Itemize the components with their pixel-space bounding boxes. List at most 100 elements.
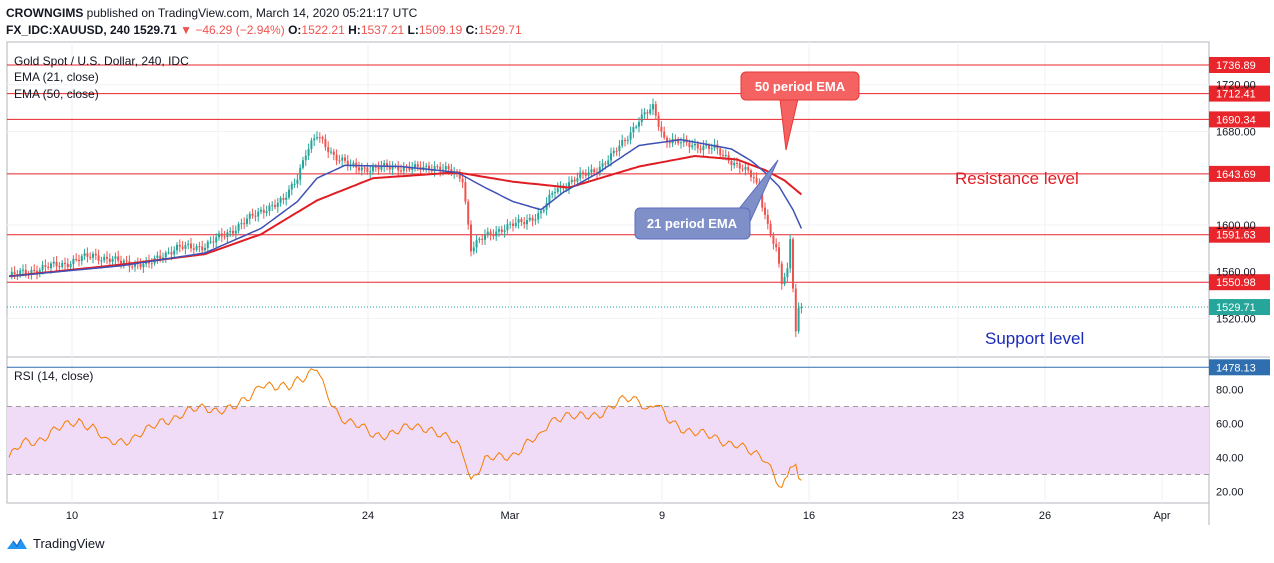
candle-body (484, 235, 486, 240)
candle-body (638, 121, 640, 127)
candle-body (229, 230, 232, 233)
candle-body (660, 126, 663, 132)
footer-brand: TradingView (33, 536, 105, 551)
candle-body (276, 202, 279, 208)
tradingview-footer[interactable]: TradingView (6, 536, 105, 551)
x-tick-label: Apr (1153, 510, 1170, 522)
candle-body (36, 270, 38, 274)
ema50-callout-box (740, 71, 860, 101)
candle-body (573, 179, 576, 182)
candle-body (509, 223, 512, 225)
candle-body (523, 222, 526, 225)
candle-body (582, 172, 584, 174)
candle-body (733, 162, 736, 166)
candle-body (41, 265, 44, 270)
tradingview-logo-icon (7, 538, 27, 549)
candle-body (215, 237, 218, 243)
candle-body (386, 163, 388, 167)
candle-body (310, 140, 313, 149)
candle-body (47, 266, 50, 269)
candle-body (797, 308, 800, 332)
candle-body (464, 182, 467, 202)
candle-body (103, 256, 106, 261)
candle-body (360, 167, 363, 171)
high-label: H: (348, 23, 361, 37)
candle-body (612, 150, 615, 154)
x-tick-label: 26 (1039, 510, 1051, 522)
level-label-box (1209, 165, 1270, 182)
candle-body (652, 104, 654, 110)
candle-body (414, 164, 416, 168)
candle-body (632, 127, 635, 133)
candle-body (489, 231, 492, 235)
candle-body (584, 173, 587, 176)
candle-body (92, 253, 94, 258)
level-label: 1643.69 (1216, 169, 1256, 181)
candle-body (568, 182, 570, 189)
high-value: 1537.21 (360, 23, 405, 37)
candle-body (209, 241, 212, 243)
ema50-callout-text: 50 period EMA (755, 79, 846, 94)
candle-body (212, 241, 215, 243)
candle-body (526, 220, 528, 225)
y-tick-label: 1680.00 (1216, 126, 1256, 138)
candle-body (299, 167, 302, 180)
candle-body (400, 170, 402, 172)
candle-body (232, 230, 234, 234)
candle-body (780, 263, 783, 285)
candle-body (514, 222, 517, 227)
candle-body (290, 183, 293, 190)
candle-body (58, 266, 61, 268)
close-value: 1529.71 (478, 23, 522, 37)
rsi-tick-label: 60.00 (1216, 419, 1244, 431)
candle-body (531, 217, 534, 221)
candle-body (764, 207, 766, 215)
candle-body (327, 147, 330, 153)
candle-body (10, 271, 13, 277)
candle-body (167, 252, 170, 254)
candle-body (304, 155, 307, 161)
candle-body (156, 255, 159, 259)
candle-body (724, 155, 727, 157)
candle-body (618, 145, 621, 152)
candle-body (646, 112, 649, 114)
candle-body (173, 250, 176, 255)
candle-body (750, 170, 752, 178)
candle-body (640, 114, 643, 122)
candle-body (363, 167, 366, 169)
candle-body (22, 269, 24, 271)
candle-body (545, 203, 548, 210)
x-tick-label: 23 (952, 510, 964, 522)
candle-body (388, 166, 391, 170)
candle-body (19, 270, 22, 275)
candle-body (604, 163, 607, 165)
candle-body (358, 167, 360, 171)
rsi-band (7, 406, 1209, 475)
candle-body (643, 112, 646, 115)
level-label: 1736.89 (1216, 60, 1256, 72)
ema50-callout-pointer (779, 98, 799, 151)
candle-body (610, 153, 612, 161)
main-chart-title: Gold Spot / U.S. Dollar, 240, IDC (14, 54, 189, 68)
candle-body (106, 256, 108, 259)
candle-body (391, 166, 394, 170)
candle-body (789, 239, 792, 269)
candle-body (380, 166, 383, 170)
candle-body (374, 166, 377, 168)
ema21-callout-box (634, 207, 751, 240)
candle-body (565, 188, 568, 190)
candle-body (318, 137, 321, 139)
candle-body (316, 137, 318, 139)
candle-body (13, 271, 16, 275)
candle-body (775, 243, 778, 248)
candle-body (324, 139, 327, 148)
candle-body (528, 217, 531, 221)
candle-body (696, 143, 699, 149)
candle-body (288, 189, 290, 198)
candle-body (38, 269, 41, 274)
candle-body (271, 205, 274, 207)
candle-body (590, 169, 593, 173)
candle-body (97, 255, 100, 261)
candle-body (794, 288, 797, 332)
